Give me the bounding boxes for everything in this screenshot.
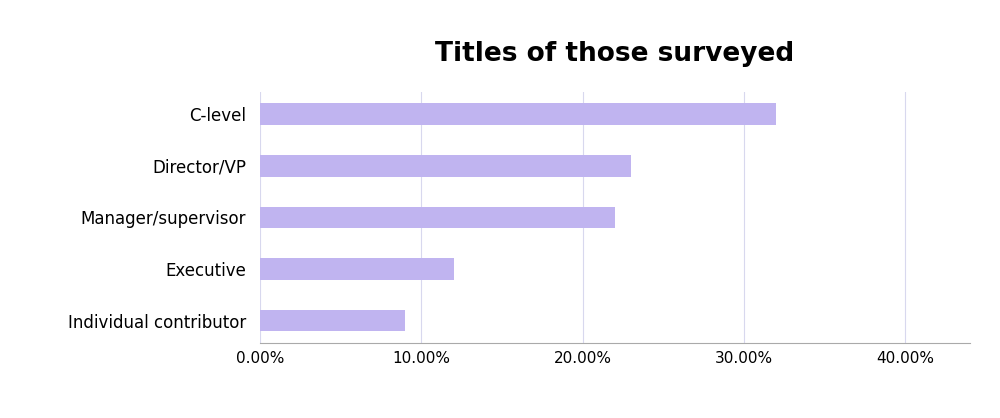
Bar: [260, 310, 405, 331]
Bar: [260, 103, 776, 125]
Bar: [260, 206, 615, 228]
Bar: [260, 258, 454, 280]
Title: Titles of those surveyed: Titles of those surveyed: [435, 41, 795, 67]
Bar: [260, 155, 631, 177]
